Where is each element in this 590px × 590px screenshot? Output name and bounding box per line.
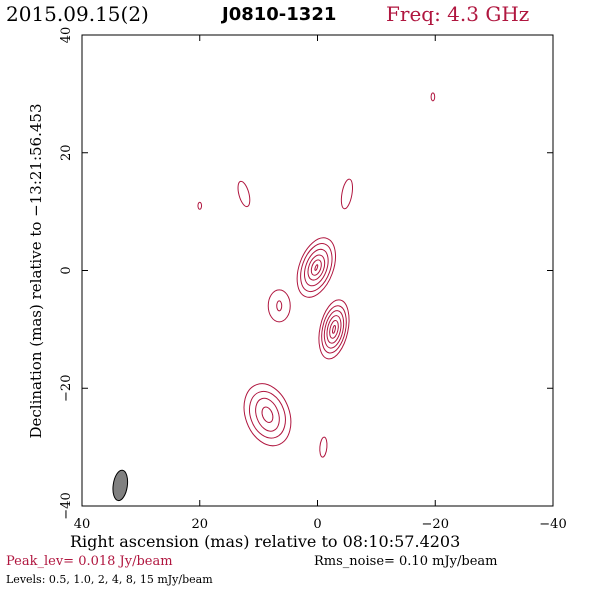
peak-level: Peak_lev= 0.018 Jy/beam [6, 554, 173, 569]
contour-line [300, 243, 333, 293]
y-tick-labels: −40 −20 0 20 40 [59, 27, 74, 520]
component-blob-nw [237, 180, 251, 208]
contour-line [267, 289, 291, 323]
y-tick-label: −40 [59, 492, 74, 519]
contour-line [318, 299, 350, 360]
component-core [296, 237, 336, 298]
contour-levels: Levels: 0.5, 1.0, 2, 4, 8, 15 mJy/beam [6, 573, 213, 586]
contour-line [340, 178, 354, 210]
contour-line [310, 259, 322, 276]
x-axis-label: Right ascension (mas) relative to 08:10:… [70, 532, 461, 551]
component-jet-2 [267, 289, 291, 323]
component-lower-knot [243, 383, 292, 447]
x-tick-label: −20 [422, 517, 449, 532]
component-blob-far-ne [430, 92, 436, 102]
contour-line [296, 237, 336, 298]
y-tick-label: 0 [59, 266, 74, 274]
y-tick-label: 40 [59, 27, 74, 44]
contour-line [329, 320, 339, 339]
contour-line [255, 397, 280, 432]
rms-noise: Rms_noise= 0.10 mJy/beam [314, 554, 498, 569]
contour-line [197, 201, 203, 210]
y-tick-label: 20 [59, 144, 74, 161]
x-tick-label: 0 [313, 517, 321, 532]
source-name: J0810-1321 [222, 4, 337, 25]
plot-frame [81, 34, 554, 507]
component-blob-w [197, 201, 203, 210]
component-blob-s [319, 436, 328, 458]
contour-layer [197, 92, 436, 458]
x-tick-labels: 40 20 0 −20 −40 [74, 517, 567, 532]
contour-line [319, 436, 328, 458]
contour-line [243, 383, 292, 447]
x-tick-label: 20 [191, 517, 208, 532]
beam-layer [112, 469, 129, 502]
contour-line [326, 315, 342, 344]
component-blob-ne [340, 178, 354, 210]
x-tick-label: −40 [539, 517, 566, 532]
y-tick-label: −20 [59, 375, 74, 402]
component-jet-1 [318, 299, 350, 360]
x-tick-label: 40 [74, 517, 91, 532]
contour-line [323, 310, 345, 349]
contour-line [430, 92, 436, 102]
contour-line [307, 254, 326, 281]
y-axis-label: Declination (mas) relative to −13:21:56.… [27, 103, 45, 438]
contour-line [304, 248, 329, 287]
frequency-label: Freq: 4.3 GHz [386, 2, 530, 26]
axis-ticks [81, 34, 554, 507]
contour-line [276, 300, 283, 312]
restoring-beam [112, 469, 129, 502]
contour-line [332, 324, 336, 334]
contour-line [248, 390, 286, 439]
contour-line [237, 180, 251, 208]
contour-line [314, 264, 319, 271]
contour-line [261, 406, 274, 423]
observation-date: 2015.09.15(2) [6, 2, 149, 26]
contour-line [321, 305, 347, 354]
